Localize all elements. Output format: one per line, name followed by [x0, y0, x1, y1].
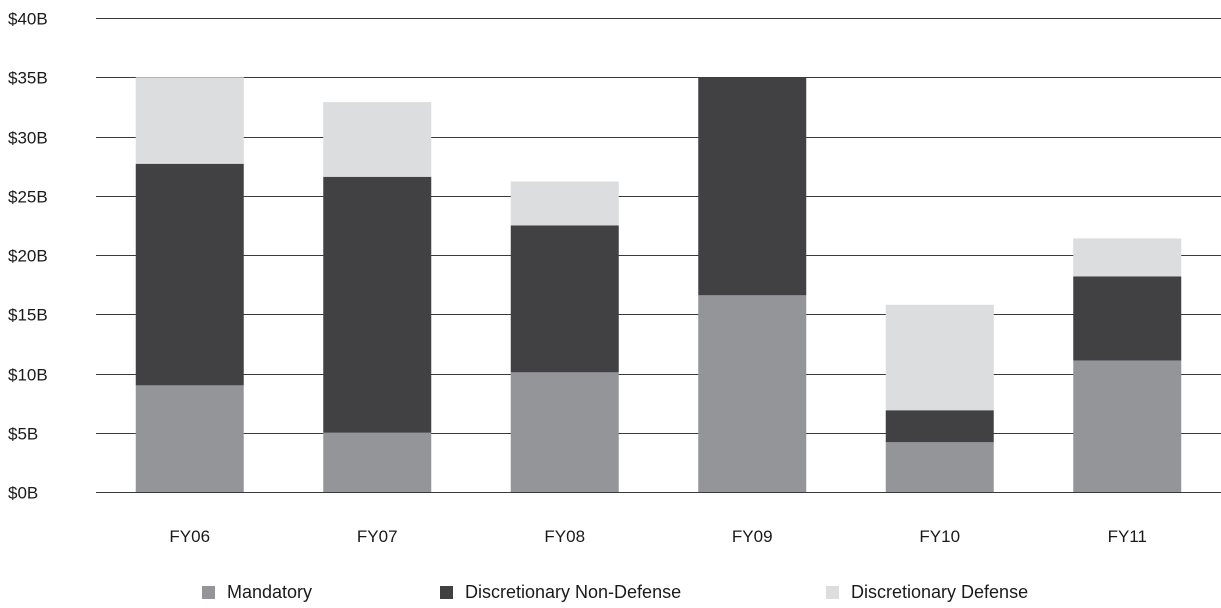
legend-swatch-discretionary-non-defense [440, 586, 453, 599]
bar-segment [885, 410, 994, 443]
x-category-label: FY07 [357, 527, 398, 546]
legend-item-mandatory: Mandatory [202, 582, 312, 603]
bar-segment [510, 225, 619, 373]
legend: Mandatory Discretionary Non-Defense Disc… [0, 582, 1221, 608]
y-tick-label: $35B [8, 69, 48, 88]
y-tick-label: $10B [8, 366, 48, 385]
x-axis-category-labels: FY06 FY07 FY08 FY09 FY10 FY11 [169, 527, 1147, 546]
y-tick-label: $30B [8, 129, 48, 148]
bar-segment [510, 372, 619, 492]
bar-segment [1073, 360, 1182, 492]
y-axis-tick-labels: $0B $5B $10B $15B $20B $25B $30B $35B $40B [8, 10, 48, 503]
bars [135, 77, 1182, 492]
x-category-label: FY08 [544, 527, 585, 546]
y-tick-label: $15B [8, 306, 48, 325]
bar-segment [1073, 276, 1182, 361]
bar-segment [135, 385, 244, 492]
x-category-label: FY09 [732, 527, 773, 546]
legend-label-mandatory: Mandatory [227, 582, 313, 602]
bar-segment [1073, 238, 1182, 277]
y-tick-label: $5B [8, 425, 38, 444]
bar-segment [698, 77, 807, 296]
y-tick-label: $25B [8, 188, 48, 207]
x-category-label: FY06 [169, 527, 210, 546]
bar-segment [135, 163, 244, 386]
bar-segment [323, 102, 432, 177]
legend-label-discretionary-non-defense: Discretionary Non-Defense [465, 582, 682, 602]
bar-segment [510, 181, 619, 226]
y-tick-label: $0B [8, 484, 38, 503]
bar-segment [698, 295, 807, 492]
legend-item-discretionary-non-defense: Discretionary Non-Defense [440, 582, 681, 603]
x-category-label: FY10 [919, 527, 960, 546]
x-category-label: FY11 [1108, 527, 1147, 546]
bar-segment [323, 176, 432, 433]
y-tick-label: $20B [8, 247, 48, 266]
legend-swatch-discretionary-defense [826, 586, 839, 599]
legend-item-discretionary-defense: Discretionary Defense [826, 582, 1028, 603]
bar-segment [135, 77, 244, 164]
stacked-bar-chart: $0B$5B$10B$15B$20B$25B$30B$35B$40B FY06 F… [8, 10, 1221, 546]
bar-segment [885, 304, 994, 411]
bar-segment [323, 432, 432, 492]
legend-swatch-mandatory [202, 586, 215, 599]
legend-label-discretionary-defense: Discretionary Defense [851, 582, 1029, 602]
y-tick-label: $40B [8, 10, 48, 29]
bar-segment [885, 442, 994, 492]
gridlines [96, 18, 1221, 493]
